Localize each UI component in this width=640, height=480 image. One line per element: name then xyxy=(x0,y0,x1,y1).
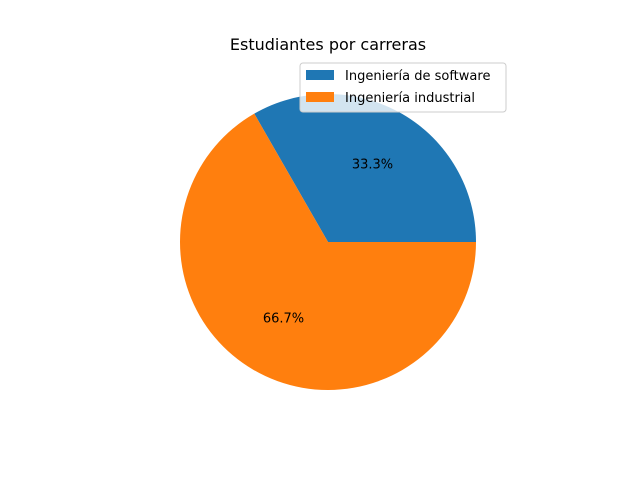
legend-frame xyxy=(299,62,507,113)
legend-swatch-software xyxy=(306,70,334,80)
legend-label-industrial: Ingeniería industrial xyxy=(345,91,475,106)
pie-slice-0 xyxy=(254,93,476,242)
pie-slice-1 xyxy=(180,113,476,391)
pie-percent-label-1: 66.7% xyxy=(263,311,304,326)
legend-label-software: Ingeniería de software xyxy=(345,69,490,84)
legend: Ingeniería de software Ingeniería indust… xyxy=(299,62,507,113)
pie-percent-labels: 33.3% 66.7% xyxy=(263,158,393,327)
pie-percent-label-0: 33.3% xyxy=(352,158,393,173)
chart-title: Estudiantes por carreras xyxy=(230,35,426,54)
legend-swatch-industrial xyxy=(306,92,334,102)
pie-slices xyxy=(180,93,476,391)
